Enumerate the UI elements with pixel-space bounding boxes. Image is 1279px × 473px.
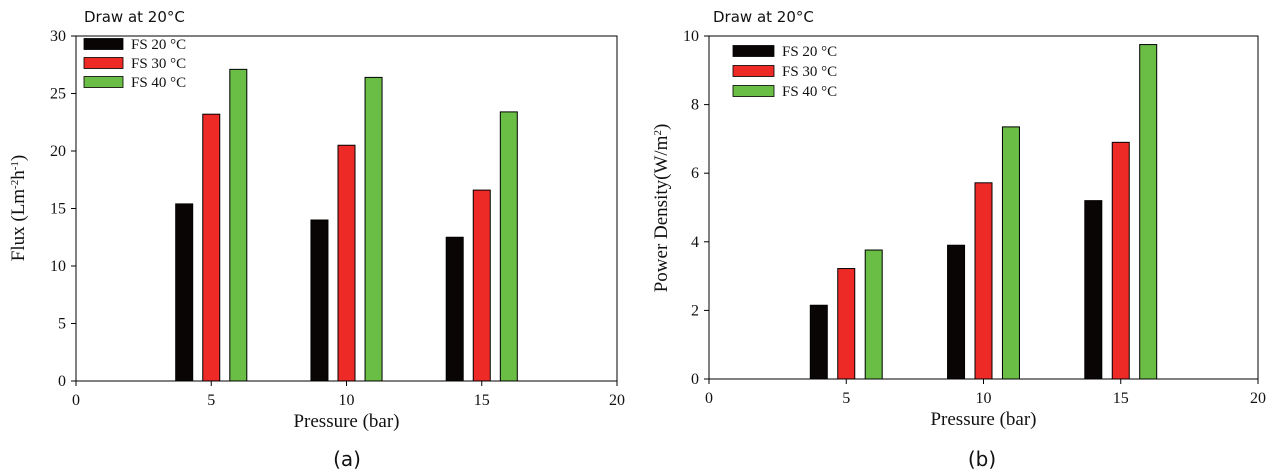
bar <box>337 144 356 382</box>
chart-note: Draw at 20°C <box>84 8 185 26</box>
y-axis-title: Flux (Lm-2h-1) <box>8 155 29 261</box>
legend-label: FS 20 °C <box>131 37 186 53</box>
y-tick-label: 6 <box>691 165 699 182</box>
y-tick-label: 30 <box>50 28 66 45</box>
bar <box>310 219 329 382</box>
bar <box>809 304 828 380</box>
y-tick-label: 10 <box>50 258 66 275</box>
panel-caption: (a) <box>333 447 361 471</box>
bar <box>499 111 518 382</box>
bar <box>1139 44 1158 380</box>
bar <box>1001 126 1020 380</box>
legend-swatch <box>83 76 124 88</box>
legend-swatch <box>732 65 775 77</box>
x-axis-title: Pressure (bar) <box>930 409 1036 430</box>
x-tick-label: 10 <box>976 390 992 407</box>
y-tick-label: 5 <box>58 316 66 333</box>
y-tick-label: 10 <box>683 28 699 45</box>
x-tick-label: 0 <box>72 392 80 409</box>
chart-note: Draw at 20°C <box>713 8 814 26</box>
x-tick-label: 5 <box>842 390 850 407</box>
legend-swatch <box>83 57 124 69</box>
bar <box>974 182 993 380</box>
legend-label: FS 20 °C <box>782 44 837 60</box>
bar <box>1084 200 1103 380</box>
y-axis-title: Power Density(W/m2) <box>651 124 672 293</box>
bar <box>837 268 856 380</box>
y-tick-label: 20 <box>50 143 66 160</box>
bar <box>472 189 491 382</box>
y-tick-label: 8 <box>691 97 699 114</box>
y-tick-label: 4 <box>691 234 699 251</box>
legend-swatch <box>83 38 124 50</box>
y-tick-label: 2 <box>691 302 699 319</box>
legend-swatch <box>732 85 775 97</box>
legend-label: FS 30 °C <box>131 56 186 72</box>
legend-label: FS 40 °C <box>782 84 837 100</box>
legend-swatch <box>732 45 775 57</box>
legend-label: FS 40 °C <box>131 75 186 91</box>
x-axis-title: Pressure (bar) <box>293 411 399 432</box>
x-tick-label: 5 <box>207 392 215 409</box>
x-tick-label: 0 <box>705 390 713 407</box>
y-tick-label: 0 <box>58 373 66 390</box>
bar <box>947 244 966 380</box>
x-tick-label: 15 <box>1113 390 1129 407</box>
x-tick-label: 20 <box>609 392 625 409</box>
legend-label: FS 30 °C <box>782 64 837 80</box>
y-tick-label: 25 <box>50 86 66 103</box>
bar <box>229 68 248 382</box>
x-tick-label: 15 <box>474 392 490 409</box>
bar <box>1111 141 1130 380</box>
chart-panel-a: 0 5 10 15 20 25 30 0 5 10 15 20 FS 20 °C FS 30 °C FS 4… <box>8 8 625 471</box>
panel-caption: (b) <box>968 447 996 471</box>
y-tick-label: 0 <box>691 371 699 388</box>
x-tick-label: 20 <box>1250 390 1266 407</box>
x-tick-label: 10 <box>339 392 355 409</box>
y-tick-label: 15 <box>50 201 66 218</box>
bar <box>202 113 221 382</box>
bar <box>364 76 383 382</box>
bar <box>445 236 464 382</box>
bar <box>175 203 194 382</box>
bar <box>864 249 883 380</box>
chart-panel-b: 0 2 4 6 8 10 0 5 10 15 20 FS 20 °C FS 30 °C FS 40 °C D… <box>651 8 1266 471</box>
